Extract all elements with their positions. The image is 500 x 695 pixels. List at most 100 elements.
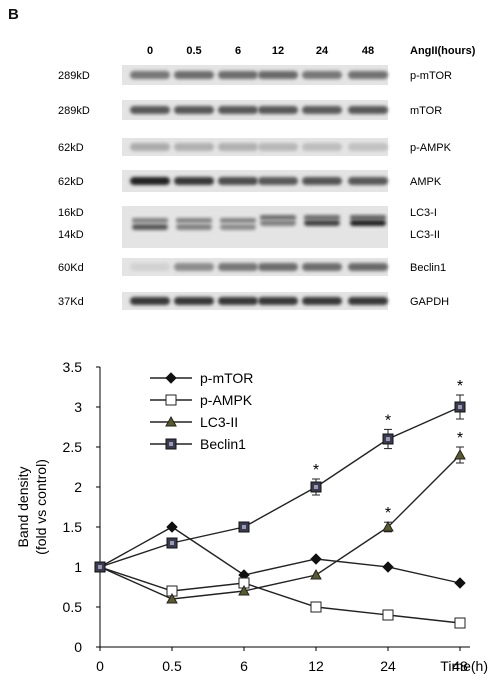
blot-band [218, 143, 258, 151]
blot-band-lc3-i [176, 218, 212, 223]
blot-band [174, 106, 214, 114]
blot-band [258, 71, 298, 79]
blot-band-lc3-i [350, 215, 386, 220]
blot-timepoint-label: 6 [235, 45, 241, 57]
blot-size-label: 289kD [58, 70, 90, 82]
significance-star: * [385, 412, 391, 429]
blot-protein-label: Beclin1 [410, 262, 446, 274]
data-point [166, 537, 178, 549]
blot-size-label: 16kD [58, 207, 84, 219]
y-tick-label: 0.5 [63, 599, 83, 615]
y-tick-label: 0 [74, 639, 82, 655]
blot-band [348, 177, 388, 185]
x-tick-label: 48 [452, 658, 468, 674]
y-tick-label: 2 [74, 479, 82, 495]
blot-band [302, 177, 342, 185]
marker-center [98, 565, 102, 569]
blot-band [302, 106, 342, 114]
legend-label: Beclin1 [200, 436, 246, 452]
y-axis-label-units: (fold vs control) [33, 459, 49, 555]
blot-band [218, 106, 258, 114]
marker-center [170, 541, 174, 545]
y-tick-label: 3 [74, 399, 82, 415]
blot-timepoint-label: 48 [362, 45, 374, 57]
blot-band [302, 71, 342, 79]
data-point [166, 521, 178, 533]
significance-star: * [385, 505, 391, 522]
data-point [382, 520, 394, 532]
blot-band [130, 263, 170, 271]
blot-protein-label: LC3-I [410, 207, 437, 219]
blot-size-label: 60Kd [58, 262, 84, 274]
legend-label: LC3-II [200, 414, 238, 430]
blot-band-lc3-ii [260, 220, 296, 226]
y-axis-label: Band density [15, 467, 31, 548]
data-point [310, 553, 322, 565]
blot-band [348, 263, 388, 271]
blot-band-lc3-i [304, 215, 340, 220]
blot-band [174, 263, 214, 271]
blot-band [130, 106, 170, 114]
data-point [382, 561, 394, 573]
x-tick-label: 12 [308, 658, 324, 674]
blot-band-lc3-i [132, 218, 168, 223]
blot-protein-label: LC3-II [410, 229, 440, 241]
legend-label: p-mTOR [200, 370, 253, 386]
significance-star: * [457, 430, 463, 447]
significance-star: * [457, 378, 463, 395]
data-point [382, 609, 394, 621]
blot-band [348, 106, 388, 114]
blot-band [130, 71, 170, 79]
blot-band [130, 143, 170, 151]
blot-band [348, 143, 388, 151]
blot-band [218, 263, 258, 271]
marker-center [314, 485, 318, 489]
data-point [454, 401, 466, 413]
y-tick-label: 1.5 [63, 519, 83, 535]
blot-protein-label: AMPK [410, 176, 442, 188]
data-point [310, 568, 322, 580]
blot-band [174, 297, 214, 305]
blot-timepoint-label: 24 [316, 45, 329, 57]
x-tick-label: 6 [240, 658, 248, 674]
blot-protein-label: p-mTOR [410, 70, 452, 82]
y-tick-label: 3.5 [63, 359, 83, 375]
blot-timepoint-label: 0 [147, 45, 153, 57]
data-point [238, 521, 250, 533]
data-point [310, 481, 322, 493]
blot-band-lc3-i [260, 215, 296, 220]
marker-center [386, 437, 390, 441]
legend-label: p-AMPK [200, 392, 253, 408]
x-tick-label: 0 [96, 658, 104, 674]
blot-band [174, 71, 214, 79]
blot-band [258, 177, 298, 185]
blot-size-label: 62kD [58, 142, 84, 154]
panel-label: B [8, 6, 19, 23]
blot-timepoint-label: 12 [272, 45, 284, 57]
blot-size-label: 14kD [58, 229, 84, 241]
blot-protein-label: p-AMPK [410, 142, 452, 154]
legend-marker [165, 394, 177, 406]
blot-band [258, 263, 298, 271]
blot-band [218, 177, 258, 185]
blot-band [348, 71, 388, 79]
blot-band [258, 106, 298, 114]
blot-band [218, 297, 258, 305]
blot-header: AngII(hours) [410, 45, 476, 57]
data-point [454, 617, 466, 629]
blot-band [258, 143, 298, 151]
blot-band [218, 71, 258, 79]
blot-band [302, 143, 342, 151]
series-line-lc3-ii [99, 454, 461, 600]
data-point [166, 592, 178, 604]
series-line-p-mtor [99, 526, 461, 584]
legend-marker [165, 372, 177, 384]
x-axis-label: Time(h) [440, 658, 488, 674]
marker-center [458, 405, 462, 409]
blot-protein-label: GAPDH [410, 296, 449, 308]
blot-band-lc3-ii [220, 224, 256, 230]
x-tick-label: 0.5 [162, 658, 182, 674]
blot-band-lc3-ii [350, 220, 386, 226]
blot-protein-label: mTOR [410, 105, 442, 117]
